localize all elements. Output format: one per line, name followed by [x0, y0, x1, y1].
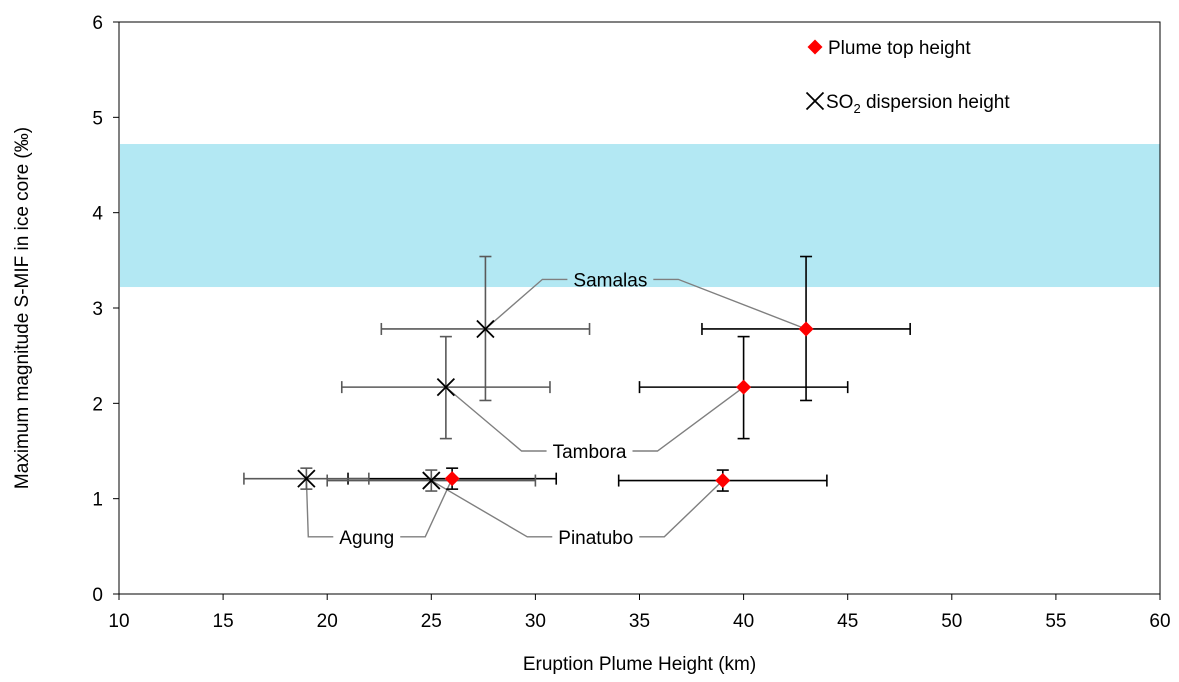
x-tick-label: 25	[421, 611, 442, 632]
legend-marker-so2	[805, 91, 825, 111]
plume-top-point-pinatubo	[715, 473, 731, 489]
leader-line-agung-plume-top	[400, 478, 453, 538]
legend-label-so2-main: SO	[826, 92, 853, 113]
y-tick-label: 5	[92, 108, 103, 129]
x-tick-label: 15	[213, 611, 234, 632]
plume-top-point-tambora	[736, 379, 752, 395]
leader-line-samalas-plume-top	[653, 278, 807, 330]
so2-dispersion-point-pinatubo	[422, 471, 441, 490]
x-tick-label: 20	[317, 611, 338, 632]
legend-label-so2-rest: dispersion height	[861, 92, 1011, 113]
y-tick-label: 1	[92, 490, 103, 511]
leader-line-agung-so2	[305, 478, 334, 538]
y-tick-label: 3	[92, 299, 103, 320]
legend-marker-plume-top	[807, 39, 823, 55]
y-tick-label: 6	[92, 13, 103, 34]
annotation-agung: Agung	[339, 528, 394, 549]
y-tick-label: 4	[92, 204, 103, 225]
x-tick-label: 45	[837, 611, 858, 632]
x-tick-label: 30	[525, 611, 546, 632]
leader-line-pinatubo-so2	[430, 479, 553, 538]
markers-layer	[297, 319, 814, 490]
y-tick-label: 2	[92, 394, 103, 415]
shaded-band	[120, 144, 1160, 288]
y-axis-title: Maximum magnitude S-MIF in ice core (‰)	[12, 127, 33, 489]
legend: Plume top height SO2 dispersion height	[805, 38, 1010, 116]
leader-line-samalas-so2	[484, 278, 568, 330]
x-tick-label: 40	[733, 611, 754, 632]
x-axis-title: Eruption Plume Height (km)	[523, 654, 756, 675]
x-tick-label: 60	[1149, 611, 1170, 632]
plume-top-point-samalas	[798, 321, 814, 337]
x-tick-label: 55	[1045, 611, 1066, 632]
leader-line-pinatubo-plume-top	[639, 480, 724, 538]
leader-line-tambora-so2	[445, 386, 547, 452]
so2-dispersion-point-agung	[297, 469, 316, 488]
legend-label-plume-top: Plume top height	[828, 38, 971, 59]
so2-dispersion-point-samalas	[476, 319, 495, 339]
shaded-band-layer	[120, 144, 1160, 288]
legend-label-so2: SO2 dispersion height	[826, 92, 1010, 116]
x-tick-label: 50	[941, 611, 962, 632]
so2-dispersion-point-tambora	[436, 377, 456, 397]
x-tick-label: 10	[108, 611, 129, 632]
leader-lines-layer	[305, 278, 807, 538]
annotation-tambora: Tambora	[553, 442, 627, 463]
plume-top-point-agung	[444, 471, 460, 487]
leader-line-tambora-plume-top	[632, 386, 745, 452]
legend-label-so2-subscript: 2	[853, 101, 860, 116]
annotations-layer: Samalas Tambora Pinatubo Agung	[339, 270, 647, 548]
annotation-pinatubo: Pinatubo	[558, 528, 633, 549]
x-tick-label: 35	[629, 611, 650, 632]
annotation-samalas: Samalas	[573, 270, 647, 291]
y-tick-label: 0	[92, 585, 103, 606]
